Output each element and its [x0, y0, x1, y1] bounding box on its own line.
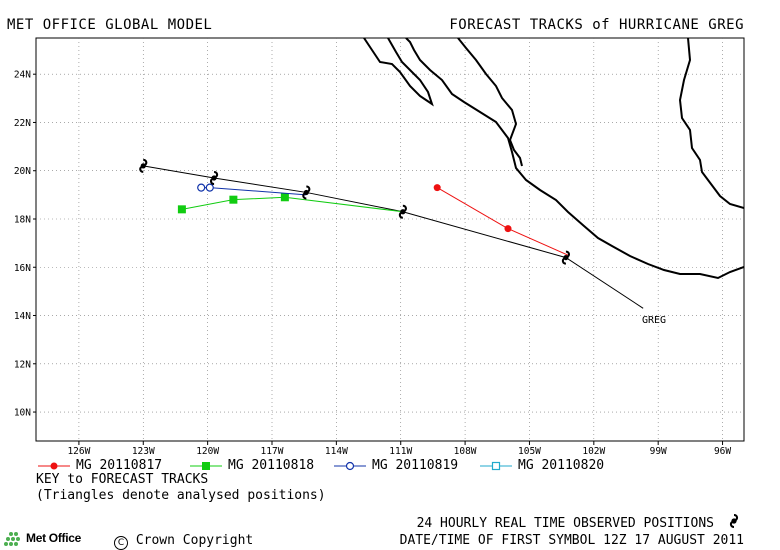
forecast-track-line [181, 196, 403, 213]
coastline [363, 38, 744, 280]
lon-tick-label: 99W [650, 446, 667, 457]
plot-frame [35, 37, 745, 442]
forecast-track-marker [433, 184, 441, 192]
met-office-logo-icon [4, 532, 20, 546]
legend-swatch-marker [491, 461, 501, 471]
met-office-logo: Met Office [2, 530, 92, 548]
copyright-icon: C [114, 536, 128, 550]
legend-key-note: (Triangles denote analysed positions) [36, 488, 326, 503]
legend-swatch-marker [50, 462, 58, 470]
observed-track-line [143, 165, 644, 309]
legend-entry: MG 20110819 [332, 458, 482, 474]
first-symbol-date: DATE/TIME OF FIRST SYMBOL 12Z 17 AUGUST … [399, 533, 744, 548]
lon-tick-label: 114W [325, 446, 348, 457]
forecast-track-marker [229, 195, 238, 204]
forecast-track-marker [197, 183, 206, 192]
lon-tick-label: 105W [518, 446, 541, 457]
track-legend: MG 20110817 MG 20110818 MG 20110819 MG 2011… [36, 458, 736, 474]
legend-entry: MG 20110817 [36, 458, 186, 474]
lon-tick-label: 111W [389, 446, 412, 457]
legend-entry: MG 20110818 [188, 458, 338, 474]
observed-positions-note: 24 HOURLY REAL TIME OBSERVED POSITIONS [416, 516, 714, 531]
forecast-track-marker [205, 183, 214, 192]
lat-tick-label: 12N [14, 359, 31, 370]
legend-entry-label: MG 20110820 [518, 458, 605, 473]
legend-swatch-marker [202, 462, 210, 470]
copyright-notice: C Crown Copyright [114, 533, 253, 550]
lat-tick-label: 24N [14, 70, 31, 81]
hurricane-symbol-icon [729, 514, 739, 528]
map-title-right: FORECAST TRACKS of HURRICANE GREG [449, 17, 744, 33]
forecast-track-marker [177, 205, 186, 214]
lon-tick-label: 117W [261, 446, 284, 457]
legend-entry-label: MG 20110819 [372, 458, 459, 473]
legend-entry-label: MG 20110818 [228, 458, 315, 473]
legend-entry-label: MG 20110817 [76, 458, 163, 473]
legend-swatch [334, 461, 366, 471]
legend-swatch [190, 462, 222, 470]
lon-tick-label: 120W [196, 446, 219, 457]
lon-tick-label: 96W [714, 446, 731, 457]
lon-tick-label: 123W [132, 446, 155, 457]
lat-tick-label: 18N [14, 214, 31, 225]
legend-swatch [480, 461, 512, 471]
legend-entry: MG 20110820 [478, 458, 628, 474]
lat-tick-label: 16N [14, 263, 31, 274]
lon-tick-label: 126W [67, 446, 90, 457]
storm-name-label: GREG [642, 315, 666, 326]
lat-tick-label: 22N [14, 118, 31, 129]
map-title-left: MET OFFICE GLOBAL MODEL [7, 17, 213, 33]
forecast-track-marker [280, 193, 289, 202]
lat-tick-label: 14N [14, 311, 31, 322]
met-office-logo-text: Met Office [26, 531, 82, 545]
lon-tick-label: 108W [454, 446, 477, 457]
legend-swatch [38, 462, 70, 470]
lat-tick-label: 10N [14, 408, 31, 419]
lon-tick-label: 102W [582, 446, 605, 457]
forecast-track-marker [504, 225, 512, 233]
legend-swatch-marker [345, 461, 355, 471]
legend-key-title: KEY to FORECAST TRACKS [36, 472, 209, 487]
copyright-text: Crown Copyright [135, 533, 254, 548]
lat-tick-label: 20N [14, 166, 31, 177]
